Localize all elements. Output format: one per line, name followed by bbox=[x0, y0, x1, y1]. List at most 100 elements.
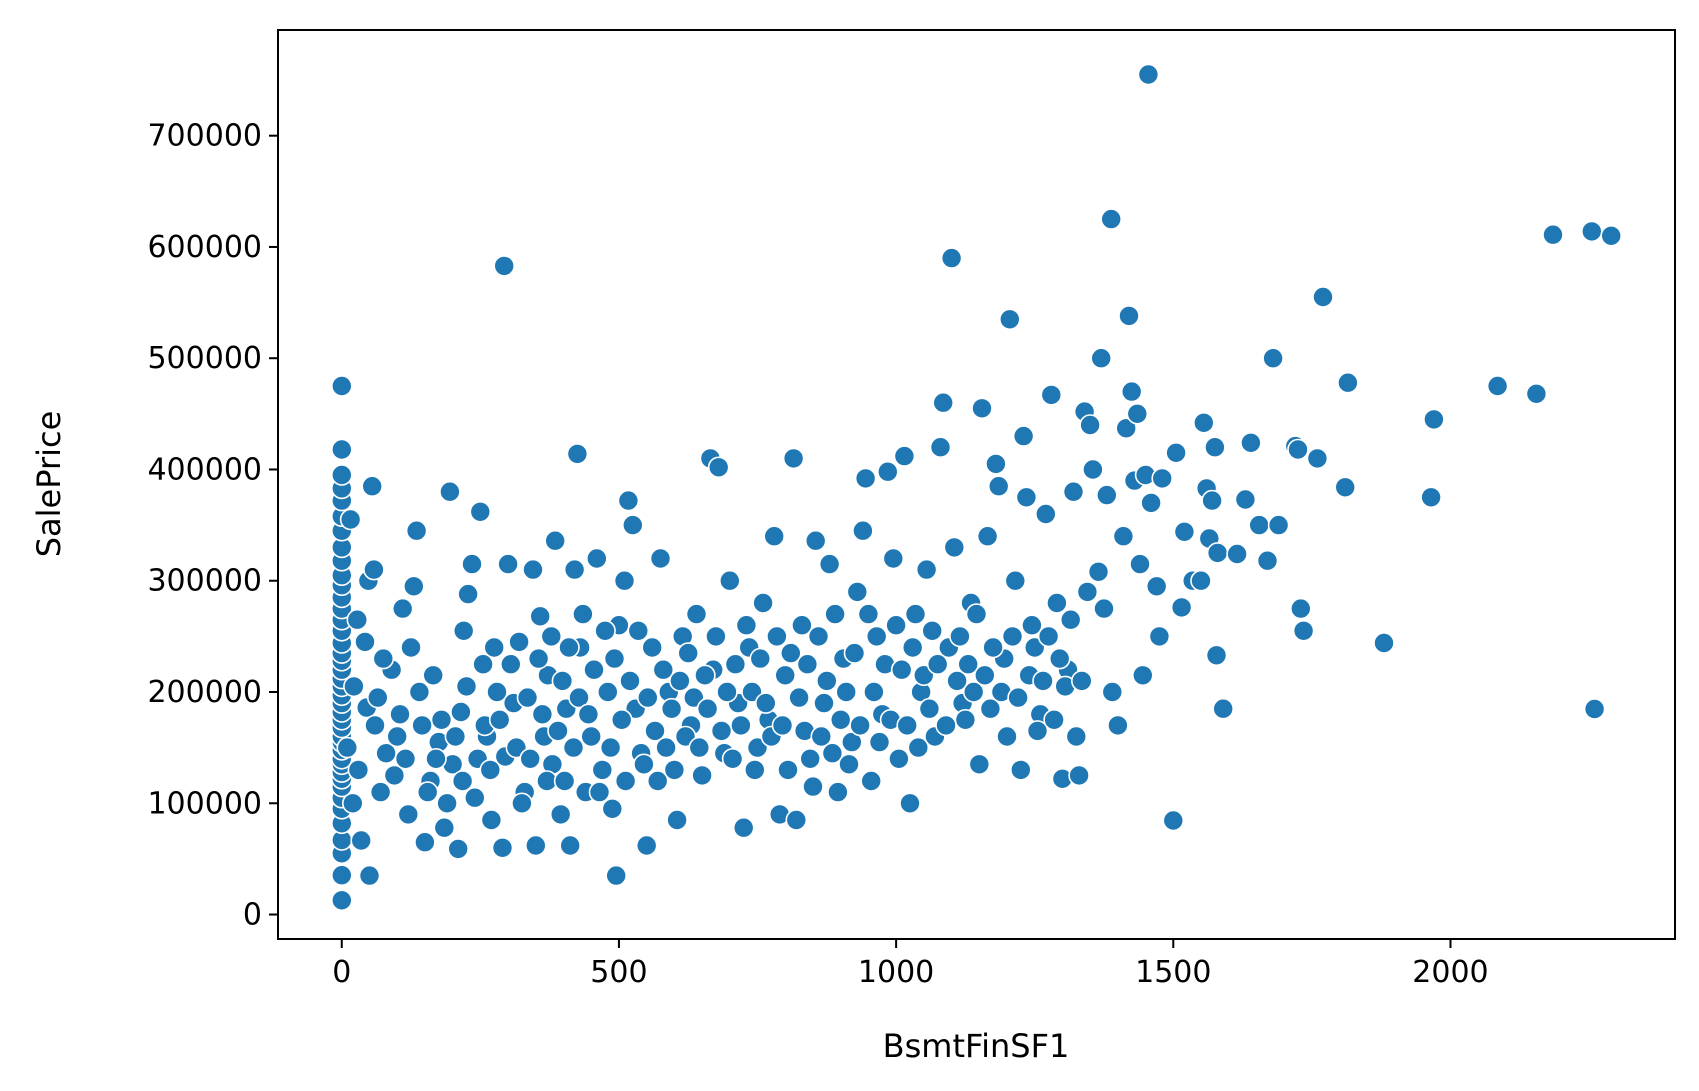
x-tick-label: 1000 bbox=[858, 955, 934, 990]
data-point bbox=[1026, 720, 1049, 742]
data-point bbox=[1032, 670, 1054, 692]
data-point bbox=[1046, 592, 1068, 614]
data-point bbox=[979, 697, 1002, 720]
data-point bbox=[1525, 382, 1548, 405]
data-point bbox=[386, 725, 409, 748]
data-point bbox=[508, 631, 530, 653]
data-point bbox=[452, 619, 475, 642]
x-tick-label: 0 bbox=[332, 955, 351, 990]
y-tick-label: 600000 bbox=[147, 230, 262, 265]
data-point bbox=[364, 714, 386, 737]
data-point bbox=[926, 653, 949, 676]
data-point bbox=[610, 708, 633, 731]
data-point bbox=[621, 514, 644, 536]
data-point bbox=[976, 525, 999, 548]
data-point bbox=[838, 753, 860, 776]
data-point bbox=[1035, 503, 1057, 525]
data-point bbox=[339, 508, 362, 531]
data-point bbox=[985, 453, 1007, 475]
data-point bbox=[1151, 467, 1173, 490]
data-point bbox=[619, 670, 641, 692]
data-point bbox=[1162, 809, 1185, 832]
data-point bbox=[566, 443, 589, 465]
data-point bbox=[499, 653, 522, 676]
data-point bbox=[1583, 698, 1606, 720]
data-point bbox=[486, 681, 508, 703]
data-point bbox=[361, 475, 384, 498]
data-point bbox=[1048, 647, 1071, 670]
data-point bbox=[394, 747, 417, 770]
data-point bbox=[1118, 305, 1140, 327]
x-tick-label: 1500 bbox=[1135, 955, 1211, 990]
data-point bbox=[802, 775, 824, 798]
data-point bbox=[694, 664, 716, 687]
data-point bbox=[865, 625, 888, 648]
data-point bbox=[330, 375, 353, 397]
data-point bbox=[915, 558, 938, 581]
data-point bbox=[1206, 542, 1229, 564]
axes bbox=[277, 29, 1676, 940]
data-point bbox=[791, 614, 813, 637]
data-point bbox=[785, 809, 808, 831]
data-point bbox=[971, 397, 993, 420]
data-point bbox=[1486, 375, 1509, 397]
data-point bbox=[852, 519, 874, 542]
data-point bbox=[749, 647, 772, 670]
data-point bbox=[807, 625, 830, 648]
data-point bbox=[774, 664, 797, 687]
data-point bbox=[411, 714, 433, 737]
data-point bbox=[710, 720, 733, 742]
data-point bbox=[691, 764, 713, 787]
data-point bbox=[652, 658, 675, 681]
data-point bbox=[998, 308, 1021, 331]
data-point bbox=[663, 759, 686, 781]
data-point bbox=[1204, 436, 1226, 459]
data-point bbox=[885, 614, 907, 637]
data-point bbox=[1173, 520, 1196, 543]
data-point bbox=[1137, 63, 1160, 86]
data-point bbox=[641, 636, 664, 659]
data-point bbox=[354, 631, 376, 653]
data-point bbox=[821, 742, 844, 765]
data-point bbox=[1015, 486, 1038, 509]
data-point bbox=[366, 686, 389, 709]
data-point bbox=[1145, 575, 1168, 598]
y-tick-label: 0 bbox=[243, 898, 262, 933]
y-tick-label: 100000 bbox=[147, 786, 262, 821]
data-point bbox=[551, 670, 574, 692]
data-point bbox=[527, 647, 550, 670]
data-point bbox=[1312, 286, 1334, 308]
data-point bbox=[1129, 553, 1151, 575]
data-point bbox=[730, 714, 752, 737]
data-point bbox=[547, 720, 569, 742]
data-point bbox=[488, 708, 511, 731]
data-point bbox=[921, 619, 944, 642]
data-point bbox=[935, 714, 957, 737]
data-point bbox=[1226, 543, 1248, 565]
data-point bbox=[1004, 569, 1027, 592]
data-point bbox=[1120, 380, 1143, 403]
data-point bbox=[472, 653, 494, 676]
data-point bbox=[1334, 476, 1356, 499]
data-point bbox=[389, 703, 411, 726]
data-point bbox=[549, 803, 572, 826]
data-point bbox=[843, 642, 866, 664]
data-point bbox=[372, 647, 395, 670]
data-point bbox=[522, 558, 544, 581]
data-point bbox=[540, 625, 563, 648]
data-point bbox=[940, 247, 963, 269]
data-point bbox=[457, 583, 479, 605]
data-point bbox=[347, 759, 370, 781]
data-point bbox=[685, 603, 708, 625]
data-point bbox=[1581, 220, 1603, 243]
data-point bbox=[1107, 714, 1129, 737]
data-point bbox=[1140, 492, 1162, 514]
data-point bbox=[721, 747, 744, 770]
data-point bbox=[572, 603, 594, 625]
data-point bbox=[516, 686, 539, 709]
plot-frame bbox=[277, 29, 1676, 940]
y-tick-label: 500000 bbox=[147, 341, 262, 376]
data-point bbox=[1290, 597, 1312, 620]
data-point bbox=[1087, 560, 1110, 583]
